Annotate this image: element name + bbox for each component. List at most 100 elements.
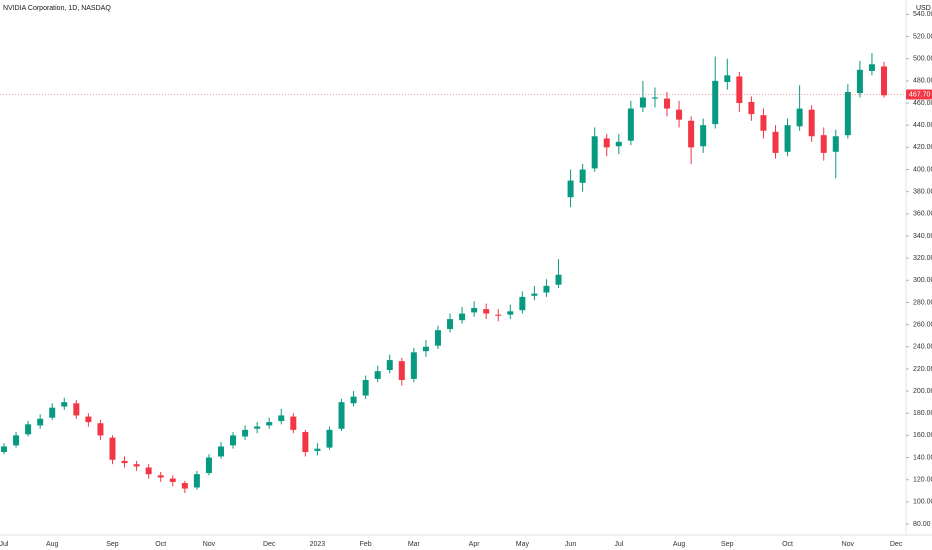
candle-body bbox=[217, 446, 224, 457]
y-tick-label: 520.00 bbox=[913, 33, 932, 40]
chart-title: NVIDIA Corporation, 1D, NASDAQ bbox=[3, 5, 111, 12]
candle-body bbox=[193, 474, 200, 488]
y-tick-label: 200.00 bbox=[913, 388, 932, 395]
candle-body bbox=[531, 293, 538, 296]
x-tick-label: Sep bbox=[106, 541, 119, 548]
candle-body bbox=[736, 76, 743, 104]
candle-body bbox=[676, 109, 683, 120]
candle-body bbox=[85, 416, 92, 423]
y-tick-label: 360.00 bbox=[913, 211, 932, 218]
candle-body bbox=[844, 91, 851, 136]
candle-body bbox=[181, 483, 188, 489]
y-tick-label: 240.00 bbox=[913, 344, 932, 351]
y-tick-label: 300.00 bbox=[913, 277, 932, 284]
candle-body bbox=[688, 120, 695, 148]
candle-body bbox=[507, 311, 514, 315]
candle-body bbox=[760, 115, 767, 131]
candle-body bbox=[157, 475, 164, 478]
y-tick-label: 380.00 bbox=[913, 189, 932, 196]
candle-body bbox=[338, 402, 345, 429]
candle-body bbox=[856, 69, 863, 94]
candle-body bbox=[881, 66, 887, 96]
candle-body bbox=[133, 464, 140, 467]
candle-body bbox=[555, 274, 562, 285]
x-tick-label: Aug bbox=[673, 541, 686, 548]
candle-body bbox=[483, 309, 490, 314]
x-tick-label: Jul bbox=[0, 541, 9, 548]
x-tick-label: Nov bbox=[203, 541, 216, 548]
candle-body bbox=[459, 313, 466, 321]
y-tick-label: 100.00 bbox=[913, 499, 932, 506]
candle-body bbox=[37, 418, 44, 426]
y-tick-label: 280.00 bbox=[913, 299, 932, 306]
y-tick-label: 180.00 bbox=[913, 410, 932, 417]
x-tick-label: Oct bbox=[782, 541, 793, 548]
candle-body bbox=[784, 125, 791, 152]
candle-body bbox=[374, 371, 381, 379]
candle-body bbox=[664, 98, 671, 109]
candle-body bbox=[326, 429, 333, 448]
candle-body bbox=[579, 169, 586, 183]
candle-body bbox=[49, 407, 56, 418]
y-tick-label: 500.00 bbox=[913, 56, 932, 63]
candle-body bbox=[603, 138, 610, 148]
x-tick-label: Nov bbox=[842, 541, 855, 548]
candle-body bbox=[748, 101, 755, 115]
candle-body bbox=[832, 136, 839, 152]
x-tick-label: Dec bbox=[890, 541, 903, 548]
candle-body bbox=[254, 426, 261, 429]
candle-body bbox=[591, 136, 598, 169]
candle-body bbox=[712, 80, 719, 125]
y-tick-label: 260.00 bbox=[913, 321, 932, 328]
candle-body bbox=[543, 285, 550, 293]
x-tick-label: Jun bbox=[565, 541, 576, 548]
candle-body bbox=[700, 125, 707, 147]
y-tick-label: 480.00 bbox=[913, 78, 932, 85]
x-tick-label: Aug bbox=[46, 541, 59, 548]
candle-body bbox=[73, 403, 80, 416]
candle-body bbox=[615, 141, 622, 147]
y-tick-label: 460.00 bbox=[913, 100, 932, 107]
candle-body bbox=[302, 432, 309, 453]
candle-body bbox=[519, 296, 526, 311]
y-tick-label: 120.00 bbox=[913, 477, 932, 484]
candle-body bbox=[422, 346, 429, 352]
y-tick-label: 220.00 bbox=[913, 366, 932, 373]
candle-body bbox=[61, 402, 68, 407]
x-tick-label: May bbox=[516, 541, 530, 548]
candle-body bbox=[362, 380, 369, 396]
candle-body bbox=[796, 108, 803, 127]
y-tick-label: 160.00 bbox=[913, 432, 932, 439]
x-tick-label: Feb bbox=[360, 541, 372, 548]
x-tick-label: Sep bbox=[721, 541, 734, 548]
candle-body bbox=[471, 307, 478, 313]
y-tick-label: 440.00 bbox=[913, 122, 932, 129]
candle-body bbox=[1, 446, 7, 453]
candle-body bbox=[495, 314, 502, 316]
candle-body bbox=[386, 360, 393, 371]
y-tick-label: 340.00 bbox=[913, 233, 932, 240]
x-tick-label: 2023 bbox=[310, 541, 326, 548]
candle-body bbox=[639, 97, 646, 108]
candle-body bbox=[145, 467, 152, 475]
candle-body bbox=[109, 437, 116, 460]
candle-body bbox=[868, 64, 875, 71]
x-tick-label: Mar bbox=[408, 541, 421, 548]
x-tick-label: Jul bbox=[614, 541, 623, 548]
last-price-label: 467.70 bbox=[909, 91, 931, 98]
candle-body bbox=[651, 97, 658, 99]
candle-body bbox=[808, 109, 815, 137]
y-tick-label: 320.00 bbox=[913, 255, 932, 262]
candle-body bbox=[121, 460, 128, 464]
candle-body bbox=[230, 435, 237, 446]
y-tick-label: 140.00 bbox=[913, 454, 932, 461]
candle-body bbox=[410, 352, 417, 379]
candle-body bbox=[242, 429, 249, 437]
candle-body bbox=[205, 457, 212, 474]
x-tick-label: Apr bbox=[469, 541, 481, 548]
candle-body bbox=[434, 330, 441, 346]
candle-body bbox=[290, 416, 297, 430]
